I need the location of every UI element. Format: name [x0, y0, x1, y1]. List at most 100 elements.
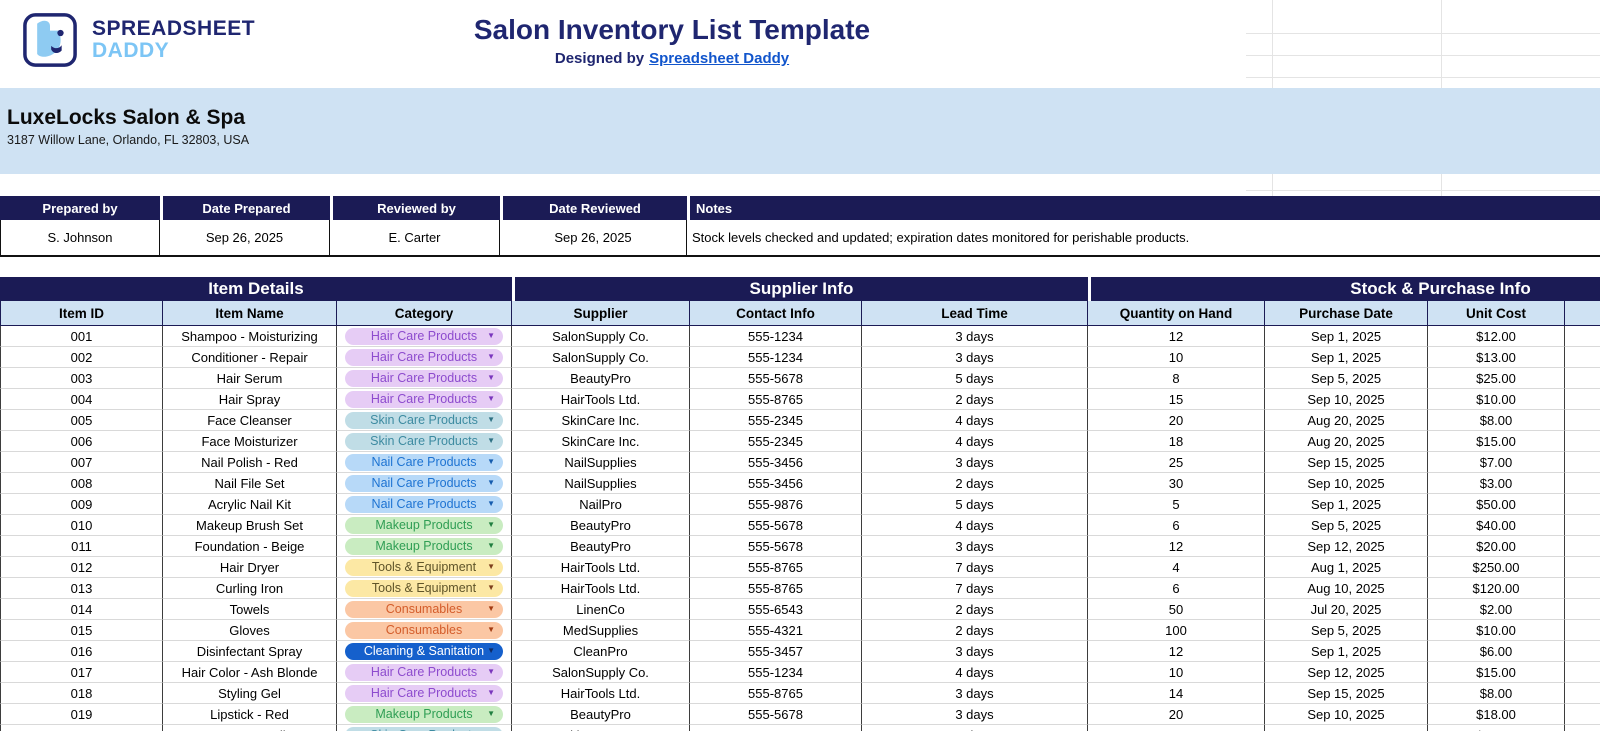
cell-category[interactable]: Makeup Products ▼	[337, 515, 512, 536]
cell-unit-cost[interactable]: $120.00	[1428, 578, 1565, 599]
cell-quantity-on-hand[interactable]: 15	[1088, 725, 1265, 731]
cell-contact-info[interactable]: 555-5678	[690, 536, 862, 557]
cell-quantity-on-hand[interactable]: 25	[1088, 452, 1265, 473]
cell-lead-time[interactable]: 2 days	[862, 620, 1088, 641]
cell-item-name[interactable]: Hair Serum	[163, 368, 337, 389]
cell-item-name[interactable]: Hair Color - Ash Blonde	[163, 662, 337, 683]
cell-purchase-date[interactable]: Sep 1, 2025	[1265, 494, 1428, 515]
cell-filler[interactable]	[1565, 368, 1600, 389]
cell-item-id[interactable]: 019	[0, 704, 163, 725]
cell-unit-cost[interactable]: $3.00	[1428, 473, 1565, 494]
category-dropdown[interactable]: Nail Care Products ▼	[345, 474, 503, 492]
cell-quantity-on-hand[interactable]: 20	[1088, 704, 1265, 725]
cell-purchase-date[interactable]: Sep 5, 2025	[1265, 620, 1428, 641]
cell-quantity-on-hand[interactable]: 4	[1088, 557, 1265, 578]
cell-unit-cost[interactable]: $40.00	[1428, 515, 1565, 536]
cell-quantity-on-hand[interactable]: 20	[1088, 410, 1265, 431]
cell-contact-info[interactable]: 555-1234	[690, 347, 862, 368]
cell-supplier[interactable]: MedSupplies	[512, 620, 690, 641]
cell-lead-time[interactable]: 3 days	[862, 641, 1088, 662]
cell-lead-time[interactable]: 4 days	[862, 410, 1088, 431]
cell-category[interactable]: Makeup Products ▼	[337, 536, 512, 557]
cell-lead-time[interactable]: 2 days	[862, 599, 1088, 620]
cell-contact-info[interactable]: 555-1234	[690, 326, 862, 347]
cell-filler[interactable]	[1565, 473, 1600, 494]
cell-contact-info[interactable]: 555-3456	[690, 473, 862, 494]
cell-item-id[interactable]: 004	[0, 389, 163, 410]
cell-quantity-on-hand[interactable]: 100	[1088, 620, 1265, 641]
cell-category[interactable]: Cleaning & Sanitation ▼	[337, 641, 512, 662]
cell-category[interactable]: Skin Care Products ▼	[337, 431, 512, 452]
cell-unit-cost[interactable]: $12.00	[1428, 725, 1565, 731]
cell-item-id[interactable]: 013	[0, 578, 163, 599]
cell-purchase-date[interactable]: Aug 10, 2025	[1265, 578, 1428, 599]
cell-category[interactable]: Nail Care Products ▼	[337, 473, 512, 494]
cell-quantity-on-hand[interactable]: 5	[1088, 494, 1265, 515]
cell-purchase-date[interactable]: Sep 15, 2025	[1265, 683, 1428, 704]
cell-quantity-on-hand[interactable]: 8	[1088, 368, 1265, 389]
cell-lead-time[interactable]: 5 days	[862, 368, 1088, 389]
cell-category[interactable]: Hair Care Products ▼	[337, 389, 512, 410]
cell-contact-info[interactable]: 555-3457	[690, 641, 862, 662]
cell-item-name[interactable]: Nail Polish - Red	[163, 452, 337, 473]
cell-contact-info[interactable]: 555-8765	[690, 683, 862, 704]
cell-purchase-date[interactable]: Sep 10, 2025	[1265, 704, 1428, 725]
cell-filler[interactable]	[1565, 557, 1600, 578]
cell-unit-cost[interactable]: $15.00	[1428, 431, 1565, 452]
cell-contact-info[interactable]: 555-2345	[690, 410, 862, 431]
cell-lead-time[interactable]: 3 days	[862, 347, 1088, 368]
cell-category[interactable]: Nail Care Products ▼	[337, 452, 512, 473]
category-dropdown[interactable]: Nail Care Products ▼	[345, 453, 503, 471]
cell-quantity-on-hand[interactable]: 12	[1088, 326, 1265, 347]
cell-filler[interactable]	[1565, 389, 1600, 410]
cell-item-name[interactable]: Styling Gel	[163, 683, 337, 704]
cell-quantity-on-hand[interactable]: 14	[1088, 683, 1265, 704]
cell-contact-info[interactable]: 555-1234	[690, 662, 862, 683]
cell-item-id[interactable]: 005	[0, 410, 163, 431]
cell-quantity-on-hand[interactable]: 30	[1088, 473, 1265, 494]
cell-item-id[interactable]: 015	[0, 620, 163, 641]
cell-lead-time[interactable]: 2 days	[862, 473, 1088, 494]
cell-lead-time[interactable]: 3 days	[862, 704, 1088, 725]
cell-lead-time[interactable]: 4 days	[862, 662, 1088, 683]
cell-contact-info[interactable]: 555-5678	[690, 704, 862, 725]
cell-filler[interactable]	[1565, 494, 1600, 515]
cell-purchase-date[interactable]: Sep 20, 2025	[1265, 725, 1428, 731]
cell-item-id[interactable]: 014	[0, 599, 163, 620]
cell-contact-info[interactable]: 555-2345	[690, 725, 862, 731]
cell-item-name[interactable]: Acrylic Nail Kit	[163, 494, 337, 515]
category-dropdown[interactable]: Consumables ▼	[345, 621, 503, 639]
cell-lead-time[interactable]: 4 days	[862, 515, 1088, 536]
cell-category[interactable]: Hair Care Products ▼	[337, 683, 512, 704]
category-dropdown[interactable]: Hair Care Products ▼	[345, 663, 503, 681]
cell-lead-time[interactable]: 3 days	[862, 452, 1088, 473]
cell-filler[interactable]	[1565, 515, 1600, 536]
cell-unit-cost[interactable]: $7.00	[1428, 452, 1565, 473]
cell-filler[interactable]	[1565, 704, 1600, 725]
cell-purchase-date[interactable]: Sep 10, 2025	[1265, 389, 1428, 410]
cell-filler[interactable]	[1565, 599, 1600, 620]
cell-purchase-date[interactable]: Aug 20, 2025	[1265, 410, 1428, 431]
cell-quantity-on-hand[interactable]: 6	[1088, 515, 1265, 536]
cell-unit-cost[interactable]: $8.00	[1428, 683, 1565, 704]
cell-item-name[interactable]: Face Moisturizer	[163, 431, 337, 452]
cell-category[interactable]: Consumables ▼	[337, 620, 512, 641]
cell-item-id[interactable]: 011	[0, 536, 163, 557]
cell-supplier[interactable]: LinenCo	[512, 599, 690, 620]
cell-supplier[interactable]: SalonSupply Co.	[512, 326, 690, 347]
cell-purchase-date[interactable]: Aug 1, 2025	[1265, 557, 1428, 578]
cell-item-id[interactable]: 001	[0, 326, 163, 347]
cell-category[interactable]: Tools & Equipment ▼	[337, 578, 512, 599]
cell-item-id[interactable]: 009	[0, 494, 163, 515]
category-dropdown[interactable]: Hair Care Products ▼	[345, 684, 503, 702]
cell-item-name[interactable]: Shampoo - Moisturizing	[163, 326, 337, 347]
cell-item-name[interactable]: Conditioner - Repair	[163, 347, 337, 368]
cell-supplier[interactable]: SkinCare Inc.	[512, 431, 690, 452]
cell-filler[interactable]	[1565, 620, 1600, 641]
cell-purchase-date[interactable]: Sep 15, 2025	[1265, 452, 1428, 473]
cell-filler[interactable]	[1565, 431, 1600, 452]
cell-filler[interactable]	[1565, 683, 1600, 704]
cell-item-id[interactable]: 007	[0, 452, 163, 473]
cell-filler[interactable]	[1565, 641, 1600, 662]
cell-purchase-date[interactable]: Sep 12, 2025	[1265, 662, 1428, 683]
